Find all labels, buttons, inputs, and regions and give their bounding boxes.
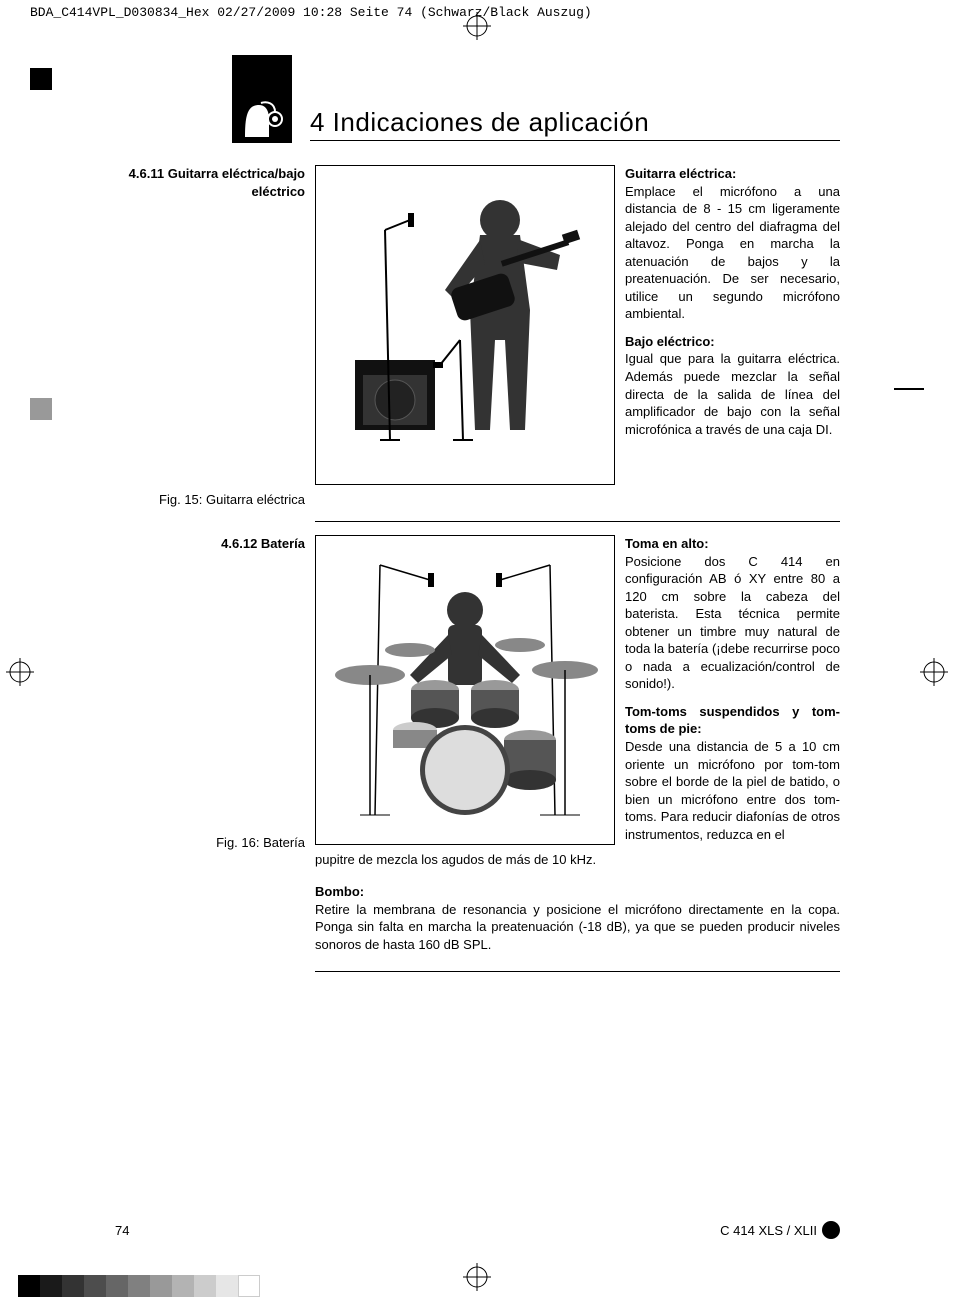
model-name: C 414 XLS / XLII <box>720 1223 817 1238</box>
chapter-title: 4 Indicaciones de aplicación <box>310 107 840 141</box>
color-calibration-patches <box>18 1275 260 1297</box>
subhead-bombo: Bombo: <box>315 884 364 899</box>
body-bass-electric: Igual que para la guitarra eléctrica. Ad… <box>625 351 840 436</box>
figure-16 <box>315 535 615 845</box>
registration-mark-top <box>463 12 491 43</box>
body-tomtoms-right: Desde una distancia de 5 a 10 cm oriente… <box>625 739 840 842</box>
profile-headphone-icon <box>239 99 285 137</box>
body-overhead: Posicione dos C 414 en configuración AB … <box>625 554 840 692</box>
section-heading-guitar: 4.6.11 Guitarra eléctrica/bajo eléctrico <box>120 165 305 200</box>
tick-mark-right <box>894 388 924 390</box>
divider-2 <box>315 971 840 972</box>
body-bombo: Retire la membrana de resonancia y posic… <box>315 902 840 952</box>
subhead-bass-electric: Bajo eléctrico: <box>625 334 715 349</box>
registration-mark-left <box>6 658 34 689</box>
page-footer: 74 C 414 XLS / XLII <box>115 1221 840 1239</box>
body-guitar-electric: Emplace el micrófono a una distancia de … <box>625 184 840 322</box>
figure-16-caption: Fig. 16: Batería <box>120 835 305 850</box>
section-heading-drums: 4.6.12 Batería <box>120 535 305 553</box>
drums-illustration <box>320 545 610 835</box>
figure-15-caption: Fig. 15: Guitarra eléctrica <box>120 492 305 507</box>
black-marker-top <box>30 68 52 90</box>
registration-mark-right <box>920 658 948 689</box>
subhead-overhead: Toma en alto: <box>625 536 709 551</box>
brand-logo-box <box>232 55 292 143</box>
brand-logo-icon <box>822 1221 840 1239</box>
tomtoms-continuation: pupitre de mezcla los agudos de más de 1… <box>315 851 840 869</box>
subhead-guitar-electric: Guitarra eléctrica: <box>625 166 736 181</box>
drums-text-column: Toma en alto: Posicione dos C 414 en conf… <box>625 535 840 853</box>
guitar-text-column: Guitarra eléctrica: Emplace el micrófono … <box>625 165 840 448</box>
figure-15 <box>315 165 615 485</box>
bombo-block: Bombo: Retire la membrana de resonancia … <box>315 883 840 953</box>
guitar-illustration <box>335 180 595 470</box>
registration-mark-bottom <box>463 1263 491 1294</box>
page-number: 74 <box>115 1223 129 1238</box>
subhead-tomtoms: Tom-toms suspendidos y tom-toms de pie: <box>625 704 840 737</box>
gray-marker <box>30 398 52 420</box>
divider-1 <box>315 521 840 522</box>
